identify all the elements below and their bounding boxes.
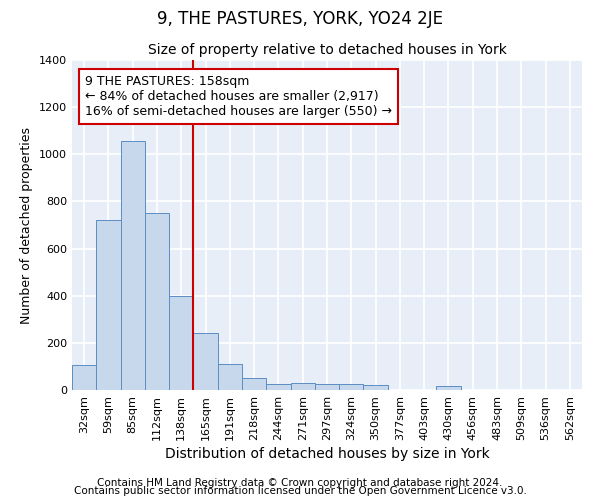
Text: Contains HM Land Registry data © Crown copyright and database right 2024.: Contains HM Land Registry data © Crown c… — [97, 478, 503, 488]
Bar — [339, 384, 364, 390]
X-axis label: Distribution of detached houses by size in York: Distribution of detached houses by size … — [164, 447, 490, 461]
Bar — [169, 296, 193, 390]
Bar — [266, 384, 290, 390]
Bar — [193, 334, 218, 390]
Bar — [364, 386, 388, 390]
Bar — [290, 383, 315, 390]
Title: Size of property relative to detached houses in York: Size of property relative to detached ho… — [148, 44, 506, 58]
Bar — [121, 142, 145, 390]
Bar — [96, 220, 121, 390]
Bar — [436, 386, 461, 390]
Bar — [242, 378, 266, 390]
Text: Contains public sector information licensed under the Open Government Licence v3: Contains public sector information licen… — [74, 486, 526, 496]
Bar — [218, 364, 242, 390]
Text: 9, THE PASTURES, YORK, YO24 2JE: 9, THE PASTURES, YORK, YO24 2JE — [157, 10, 443, 28]
Y-axis label: Number of detached properties: Number of detached properties — [20, 126, 34, 324]
Bar — [315, 384, 339, 390]
Bar — [72, 365, 96, 390]
Bar — [145, 213, 169, 390]
Text: 9 THE PASTURES: 158sqm
← 84% of detached houses are smaller (2,917)
16% of semi-: 9 THE PASTURES: 158sqm ← 84% of detached… — [85, 75, 392, 118]
